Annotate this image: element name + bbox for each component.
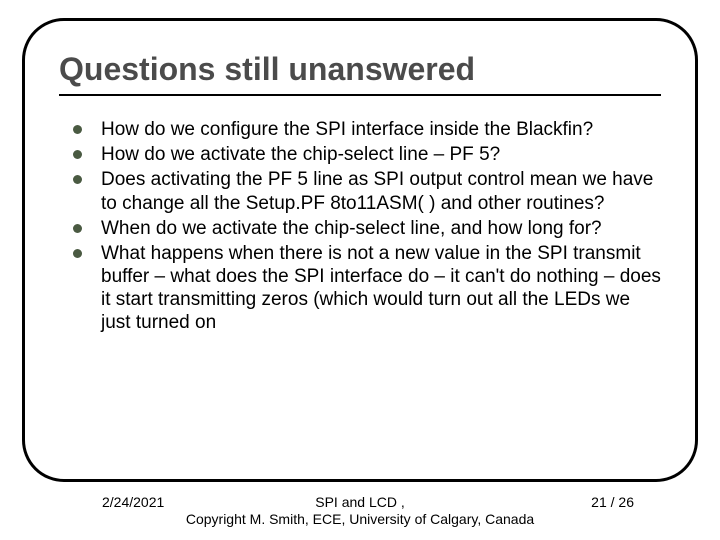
footer-center: SPI and LCD , Copyright M. Smith, ECE, U…	[186, 494, 534, 528]
footer-center-line1: SPI and LCD ,	[186, 494, 534, 511]
list-item: When do we activate the chip-select line…	[67, 217, 661, 240]
slide-frame: Questions still unanswered How do we con…	[22, 18, 698, 482]
footer: 2/24/2021 SPI and LCD , Copyright M. Smi…	[0, 486, 720, 534]
footer-center-line2: Copyright M. Smith, ECE, University of C…	[186, 511, 534, 528]
list-item: How do we configure the SPI interface in…	[67, 118, 661, 141]
list-item: How do we activate the chip-select line …	[67, 143, 661, 166]
bullet-list: How do we configure the SPI interface in…	[59, 118, 661, 335]
footer-page: 21 / 26	[591, 494, 634, 510]
footer-date: 2/24/2021	[102, 494, 164, 510]
list-item: Does activating the PF 5 line as SPI out…	[67, 168, 661, 214]
list-item: What happens when there is not a new val…	[67, 242, 661, 335]
slide-title: Questions still unanswered	[59, 51, 661, 96]
